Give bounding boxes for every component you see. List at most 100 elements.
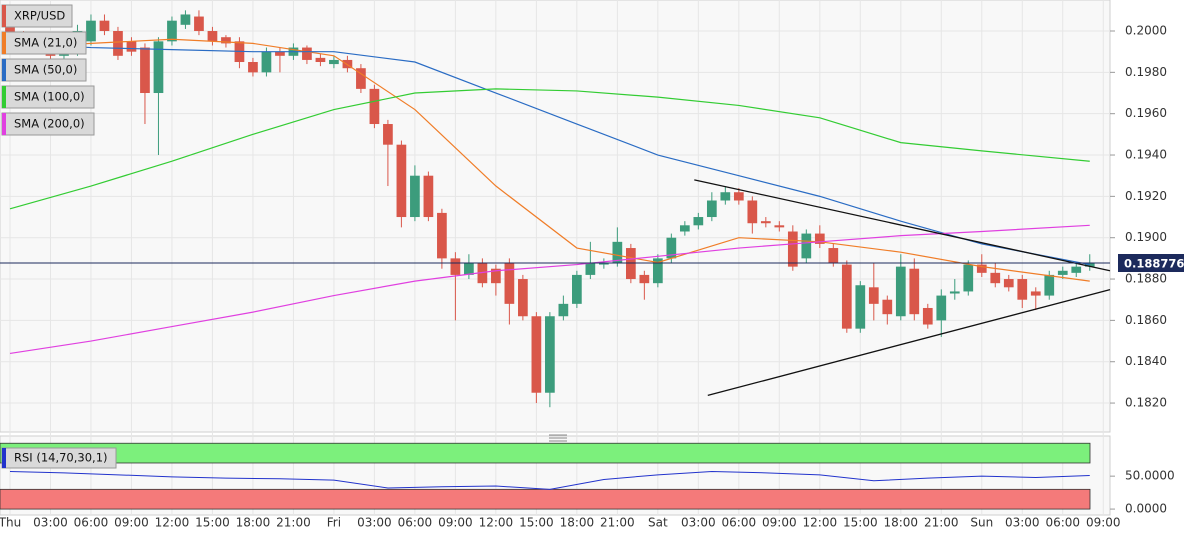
candle-body [1017, 279, 1028, 300]
candle-body [356, 68, 366, 89]
candle-body [558, 303, 569, 317]
legend-swatch [2, 86, 6, 108]
x-tick-label: 18:00 [236, 516, 271, 530]
x-tick-label: 15:00 [843, 516, 878, 530]
candle-body [882, 299, 893, 315]
candle-body [423, 175, 434, 218]
candle-body [113, 31, 123, 56]
y-tick-label: 0.1880 [1125, 272, 1167, 286]
candle-body [126, 41, 137, 52]
candle-body [86, 20, 96, 42]
rsi-tick-label: 0.0000 [1125, 502, 1167, 516]
x-tick-label: 12:00 [479, 516, 514, 530]
y-tick-label: 0.1820 [1125, 396, 1167, 410]
candle-body [612, 241, 623, 263]
candle-body [666, 237, 677, 259]
candle-body [221, 37, 231, 44]
legend-label: SMA (200,0) [14, 117, 85, 131]
sma-line [9, 42, 1090, 266]
x-tick-label: 18:00 [883, 516, 918, 530]
candle-body [599, 262, 609, 265]
x-tick-label: 15:00 [519, 516, 554, 530]
x-tick-label: 06:00 [398, 516, 433, 530]
candle-body [545, 316, 555, 393]
legend-swatch [2, 5, 6, 27]
candle-body [679, 225, 690, 232]
candle-body [625, 248, 636, 280]
legend-label: XRP/USD [14, 9, 65, 23]
candle-body [720, 192, 731, 201]
candle-body [99, 20, 110, 32]
x-tick-label: 09:00 [438, 516, 473, 530]
x-tick-label: 18:00 [560, 516, 595, 530]
candle-body [693, 217, 704, 226]
y-tick-label: 0.1960 [1125, 106, 1167, 120]
candle-body [383, 124, 393, 145]
legend-swatch [2, 113, 6, 135]
x-tick-label: 06:00 [722, 516, 757, 530]
rsi-legend-label: RSI (14,70,30,1) [14, 451, 108, 465]
rsi-band [0, 442, 1091, 464]
candle-body [990, 272, 1001, 284]
x-tick-label: Sun [970, 516, 993, 530]
x-tick-label: 03:00 [33, 516, 68, 530]
candle-body [1044, 274, 1055, 296]
candle-body [437, 212, 447, 259]
candle-body [167, 20, 177, 42]
candle-body [140, 47, 150, 94]
candle-body [329, 59, 339, 65]
candle-body [518, 279, 528, 317]
candle-body [909, 268, 920, 315]
legend-swatch [2, 32, 6, 54]
legend-label: SMA (100,0) [14, 90, 85, 104]
last-price-box [1118, 254, 1184, 273]
candle-body [801, 233, 812, 259]
candle-body [774, 225, 785, 228]
candle-body [153, 41, 164, 94]
x-tick-label: 09:00 [1086, 516, 1121, 530]
candle-body [315, 57, 326, 63]
candle-body [949, 291, 960, 294]
candle-body [787, 231, 798, 267]
y-tick-label: 0.1840 [1125, 354, 1167, 368]
x-tick-label: 06:00 [1045, 516, 1080, 530]
x-tick-label: Thu [0, 516, 21, 530]
x-tick-label: 09:00 [114, 516, 149, 530]
candle-body [302, 47, 312, 60]
candle-body [275, 51, 285, 56]
candle-body [207, 31, 218, 42]
last-price-label: 0.188776 [1124, 257, 1184, 271]
candle-body [1071, 266, 1082, 273]
candle-body [248, 62, 258, 73]
x-tick-label: 09:00 [762, 516, 797, 530]
candle-body [814, 233, 825, 244]
rsi-legend-swatch [2, 448, 6, 468]
candle-body [895, 266, 906, 317]
candle-body [369, 88, 380, 125]
candle-body [936, 295, 947, 321]
x-tick-label: 06:00 [74, 516, 109, 530]
candle-body [531, 316, 542, 393]
x-tick-label: 12:00 [155, 516, 190, 530]
candle-body [868, 287, 879, 304]
candle-body [491, 268, 501, 284]
candle-body [1057, 270, 1068, 275]
trend-line [694, 179, 1111, 272]
rsi-band [0, 488, 1091, 510]
candle-body [194, 16, 204, 32]
candle-body [963, 264, 974, 292]
y-tick-label: 0.1940 [1125, 148, 1167, 162]
y-tick-label: 0.1920 [1125, 189, 1167, 203]
candle-body [464, 262, 474, 275]
candle-body [1030, 291, 1041, 296]
y-tick-label: 0.1980 [1125, 65, 1167, 79]
y-tick-label: 0.1900 [1125, 230, 1167, 244]
sma-line [9, 224, 1090, 355]
x-tick-label: 21:00 [276, 516, 311, 530]
panel-handle [549, 434, 567, 442]
candle-body [585, 262, 596, 275]
x-tick-label: Fri [327, 516, 341, 530]
candle-body [180, 14, 191, 25]
candle-body [733, 192, 744, 201]
